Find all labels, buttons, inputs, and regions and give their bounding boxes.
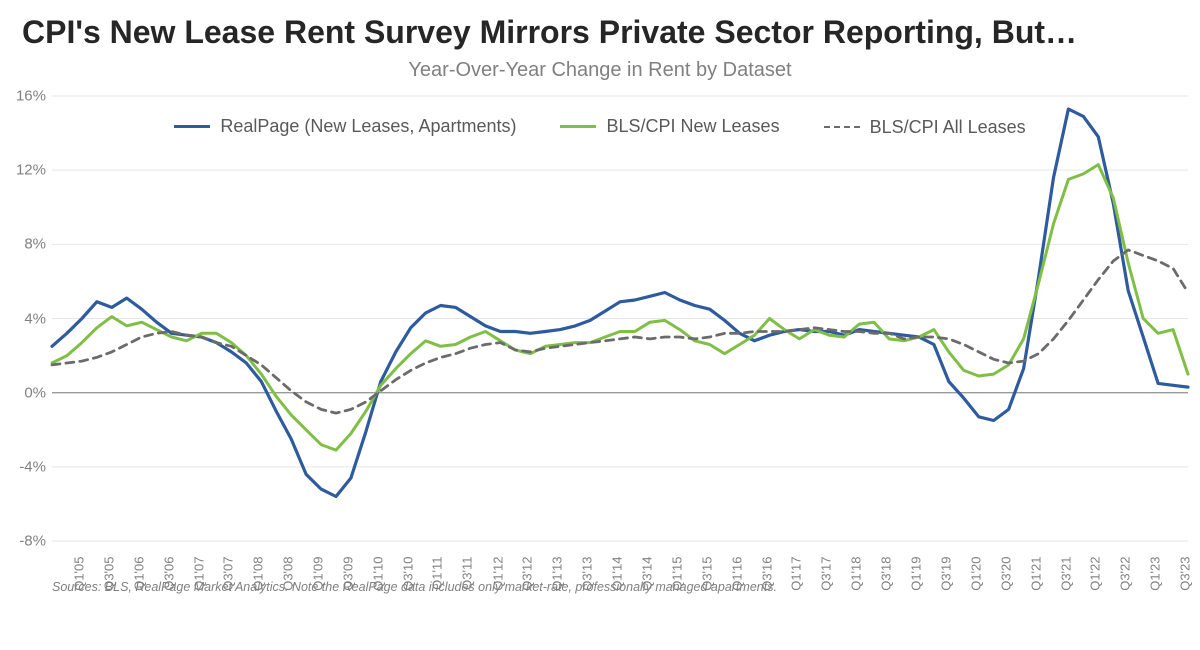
legend-swatch: [560, 125, 596, 128]
x-tick-label: Q3'15: [699, 557, 714, 591]
x-tick-label: Q1'10: [370, 557, 385, 591]
x-tick-label: Q3'16: [759, 557, 774, 591]
y-tick-label: 12%: [2, 162, 46, 179]
y-tick-label: 0%: [2, 384, 46, 401]
chart-title: CPI's New Lease Rent Survey Mirrors Priv…: [0, 0, 1200, 51]
x-tick-label: Q1'11: [429, 557, 444, 590]
legend: RealPage (New Leases, Apartments) BLS/CPI…: [0, 112, 1200, 138]
x-tick-label: Q3'14: [639, 557, 654, 591]
x-tick-label: Q3'09: [340, 557, 355, 591]
y-tick-label: 4%: [2, 310, 46, 327]
chart-area: -8%-4%0%4%8%12%16% Q1'05Q3'05Q1'06Q3'06Q…: [0, 82, 1200, 572]
legend-label: BLS/CPI New Leases: [606, 116, 779, 137]
x-tick-label: Q1'21: [1028, 557, 1043, 591]
x-tick-label: Q1'19: [908, 557, 923, 591]
legend-item-bls_all: BLS/CPI All Leases: [824, 117, 1026, 138]
x-tick-label: Q1'05: [71, 557, 86, 591]
legend-label: RealPage (New Leases, Apartments): [220, 116, 516, 137]
legend-label: BLS/CPI All Leases: [870, 117, 1026, 138]
y-tick-label: -8%: [2, 533, 46, 550]
x-tick-label: Q1'16: [729, 557, 744, 591]
x-tick-label: Q1'22: [1088, 557, 1103, 591]
y-tick-label: 16%: [2, 88, 46, 105]
x-tick-label: Q1'18: [849, 557, 864, 591]
x-tick-label: Q1'09: [310, 557, 325, 591]
x-tick-label: Q1'08: [251, 557, 266, 591]
legend-swatch: [824, 126, 860, 128]
x-tick-label: Q3'06: [161, 557, 176, 591]
x-tick-label: Q1'15: [669, 557, 684, 591]
x-tick-label: Q1'12: [490, 557, 505, 591]
x-tick-label: Q3'17: [819, 557, 834, 591]
series-bls_new: [52, 165, 1188, 451]
x-tick-label: Q3'21: [1058, 557, 1073, 591]
x-tick-label: Q1'06: [131, 557, 146, 591]
legend-item-realpage: RealPage (New Leases, Apartments): [174, 116, 516, 137]
chart-subtitle: Year-Over-Year Change in Rent by Dataset: [0, 59, 1200, 82]
x-tick-label: Q3'12: [520, 557, 535, 591]
x-tick-label: Q1'20: [968, 557, 983, 591]
x-tick-label: Q3'13: [580, 557, 595, 591]
source-note: Sources: BLS, RealPage Market Analytics.…: [0, 580, 1200, 594]
line-chart-svg: [0, 82, 1200, 572]
x-tick-label: Q3'07: [221, 557, 236, 591]
y-tick-label: -4%: [2, 458, 46, 475]
x-tick-label: Q3'05: [101, 557, 116, 591]
x-tick-label: Q3'18: [878, 557, 893, 591]
x-tick-label: Q3'08: [281, 557, 296, 591]
x-tick-label: Q1'13: [550, 557, 565, 591]
x-tick-label: Q1'07: [191, 557, 206, 591]
x-tick-label: Q3'10: [400, 557, 415, 591]
x-tick-label: Q1'14: [609, 557, 624, 591]
x-tick-label: Q3'20: [998, 557, 1013, 591]
x-tick-label: Q3'19: [938, 557, 953, 591]
x-tick-label: Q1'17: [789, 557, 804, 591]
series-realpage: [52, 109, 1188, 497]
x-tick-label: Q3'11: [459, 557, 474, 590]
y-tick-label: 8%: [2, 236, 46, 253]
x-tick-label: Q1'23: [1148, 557, 1163, 591]
x-tick-label: Q3'22: [1118, 557, 1133, 591]
legend-item-bls_new: BLS/CPI New Leases: [560, 116, 779, 137]
x-tick-label: Q3'23: [1177, 557, 1192, 591]
legend-swatch: [174, 125, 210, 128]
